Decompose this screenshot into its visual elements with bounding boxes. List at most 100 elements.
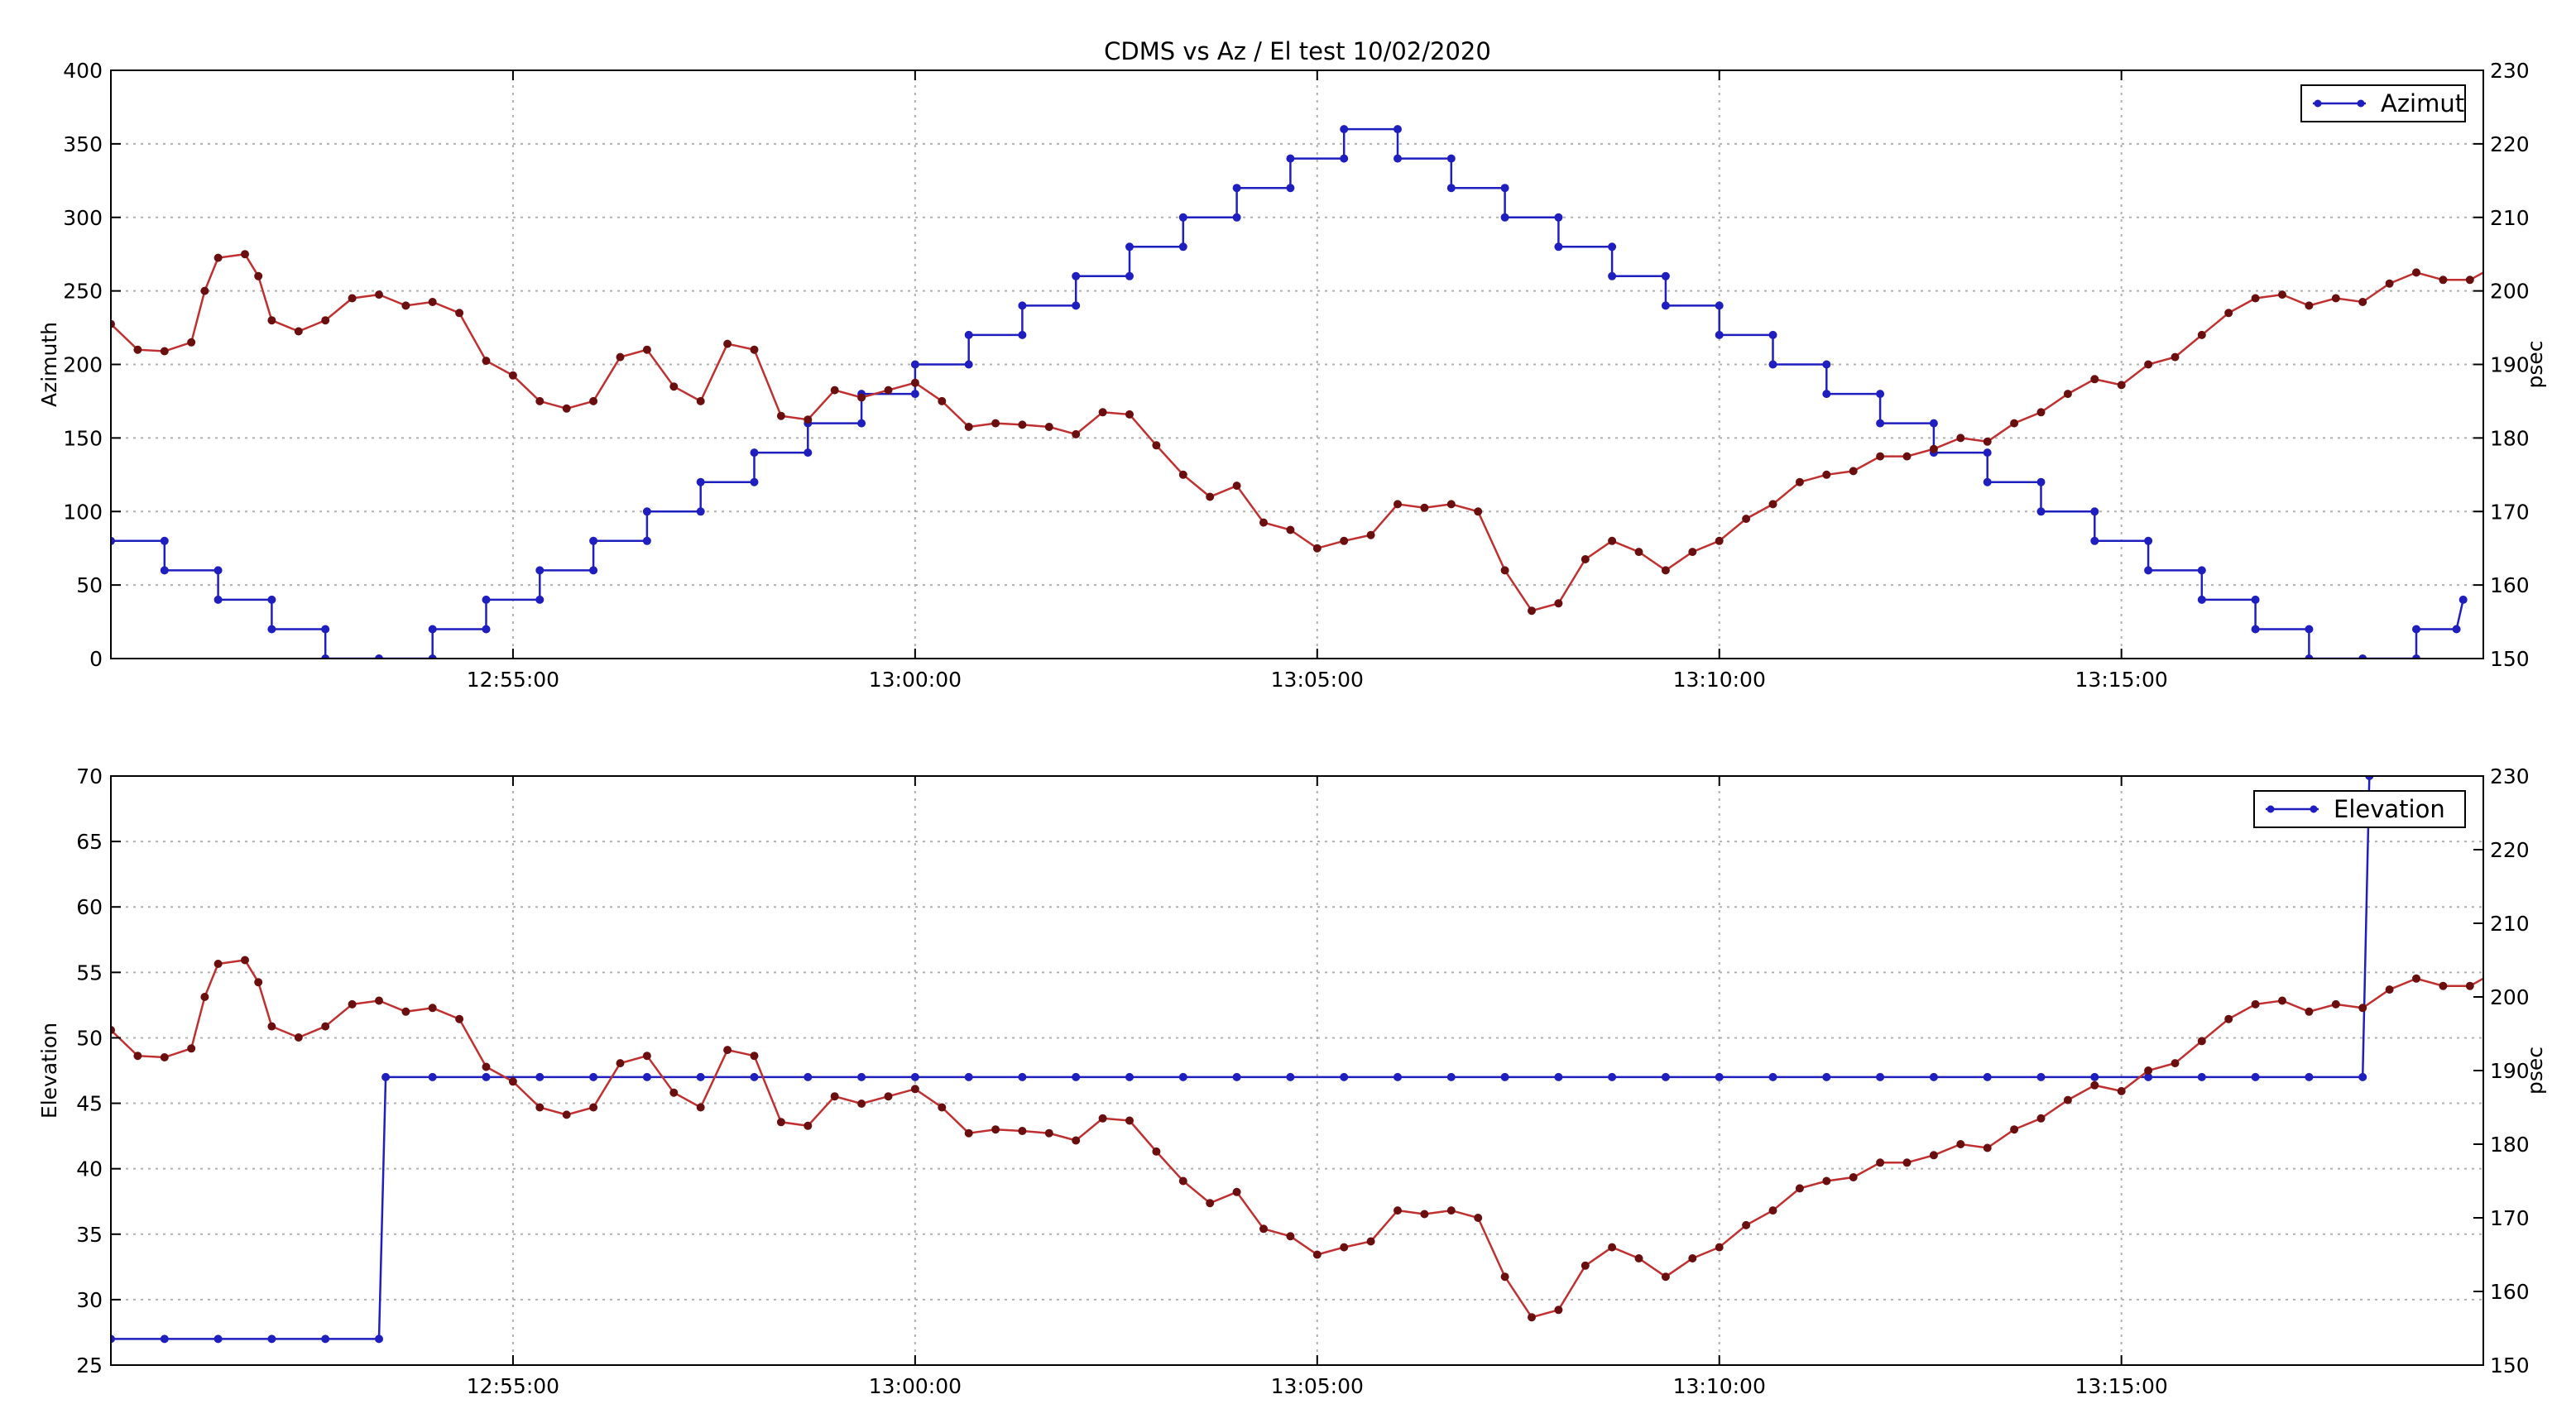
data-point	[750, 1072, 759, 1081]
data-point	[2090, 507, 2099, 516]
data-point	[1581, 1261, 1590, 1270]
data-point	[321, 654, 330, 659]
data-point	[2117, 381, 2126, 390]
data-point	[723, 339, 732, 348]
data-point	[2412, 625, 2420, 634]
data-point	[1983, 448, 1992, 458]
data-point	[910, 1085, 919, 1094]
data-point	[1715, 330, 1724, 339]
data-point	[482, 625, 491, 634]
data-point	[2520, 266, 2527, 273]
data-point	[482, 1062, 491, 1071]
y-tick-label: 0	[89, 647, 103, 671]
y-right-tick-label: 150	[2490, 647, 2530, 671]
data-point	[562, 404, 571, 413]
data-point	[1340, 1072, 1349, 1081]
data-point	[455, 1014, 464, 1023]
y-right-tick-label: 230	[2490, 764, 2530, 788]
data-point	[294, 1033, 303, 1042]
data-point	[2358, 298, 2367, 306]
data-point	[2197, 1072, 2206, 1081]
data-point	[1340, 1243, 1349, 1252]
y-right-tick-label: 160	[2490, 573, 2530, 597]
data-point	[1929, 444, 1938, 453]
x-tick-label: 13:15:00	[2075, 1374, 2168, 1398]
data-point	[696, 1103, 705, 1112]
legend-marker	[2357, 99, 2365, 108]
data-point	[1446, 500, 1456, 509]
data-point	[2144, 566, 2153, 575]
data-point	[964, 360, 973, 369]
data-point	[1688, 1254, 1697, 1262]
data-point	[1366, 530, 1375, 539]
data-point	[482, 595, 491, 604]
data-point	[2412, 974, 2420, 983]
data-point	[1206, 1199, 1215, 1208]
data-point	[267, 1334, 276, 1344]
data-point	[2547, 261, 2554, 269]
data-point	[133, 1052, 142, 1061]
y-tick-label: 25	[76, 1354, 103, 1377]
data-point	[2547, 967, 2554, 975]
y-tick-label: 35	[76, 1223, 103, 1247]
data-point	[1528, 1313, 1536, 1322]
data-point	[1902, 452, 1912, 461]
data-point	[267, 1022, 276, 1031]
data-point	[1394, 154, 1402, 163]
data-point	[857, 393, 866, 402]
data-point	[200, 286, 209, 295]
data-point	[1394, 500, 1402, 509]
data-point	[2036, 408, 2046, 417]
data-point	[1232, 213, 1241, 222]
data-point	[964, 330, 973, 339]
figure-title: CDMS vs Az / El test 10/02/2020	[1104, 37, 1491, 65]
data-point	[1259, 1224, 1268, 1234]
y-right-tick-label: 220	[2490, 132, 2530, 156]
x-tick-label: 13:10:00	[1673, 1374, 1766, 1398]
data-point	[1500, 184, 1509, 193]
data-point	[1500, 1072, 1509, 1081]
data-point	[2251, 999, 2260, 1009]
data-point	[1822, 470, 1831, 479]
data-point	[254, 978, 263, 987]
data-point	[1178, 1176, 1187, 1186]
data-point	[1876, 1158, 1885, 1167]
data-point	[375, 1334, 383, 1344]
data-point	[321, 625, 330, 634]
data-point	[2439, 981, 2448, 990]
data-point	[2144, 536, 2153, 545]
data-point	[2036, 507, 2046, 516]
data-point	[1072, 1136, 1081, 1145]
data-point	[1500, 1272, 1509, 1282]
data-point	[2171, 1059, 2180, 1068]
data-point	[428, 1072, 437, 1081]
data-point	[1876, 419, 1885, 428]
data-point	[1849, 1173, 1858, 1181]
data-point	[375, 654, 383, 659]
data-point	[884, 1092, 893, 1101]
data-point	[2385, 985, 2394, 994]
data-point	[133, 345, 142, 354]
data-point	[1929, 419, 1938, 428]
data-point	[1125, 1072, 1134, 1081]
y-tick-label: 70	[76, 764, 103, 788]
data-point	[535, 566, 544, 575]
data-point	[1446, 184, 1456, 193]
data-point	[160, 1334, 169, 1344]
data-point	[1232, 184, 1241, 193]
data-point	[1178, 1072, 1187, 1081]
data-point	[254, 271, 263, 280]
data-point	[642, 345, 651, 354]
data-point	[2412, 268, 2420, 277]
data-point	[2493, 261, 2501, 269]
data-point	[1661, 566, 1670, 575]
data-point	[1286, 154, 1295, 163]
data-point	[1929, 1151, 1938, 1160]
data-point	[2278, 996, 2286, 1005]
y-tick-label: 250	[63, 280, 103, 304]
data-point	[1715, 536, 1724, 545]
data-point	[589, 396, 598, 405]
data-point	[401, 301, 410, 310]
data-point	[750, 448, 759, 458]
